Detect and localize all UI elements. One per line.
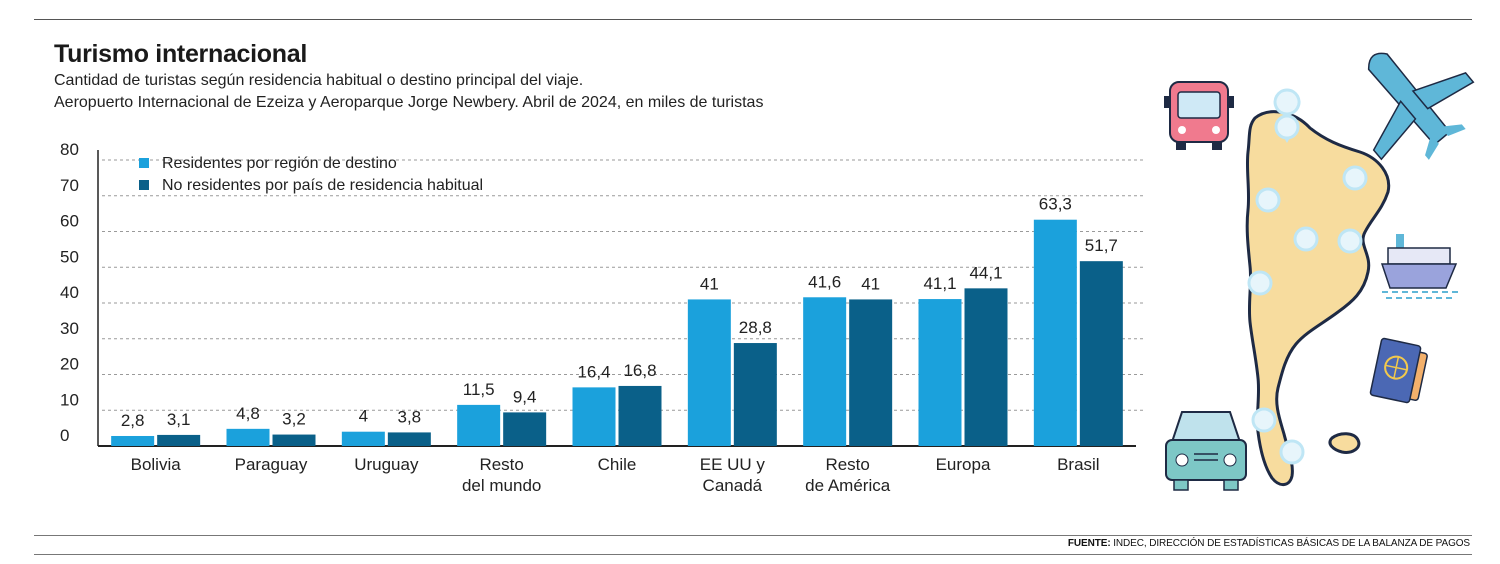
data-label: 44,1 [969, 263, 1002, 282]
y-tick-label: 50 [60, 247, 79, 266]
bar [803, 297, 847, 446]
bar [457, 404, 501, 446]
chart-subtitle: Cantidad de turistas según residencia ha… [54, 70, 763, 114]
data-label: 63,3 [1039, 195, 1072, 214]
bar [618, 385, 662, 446]
location-pin-icons [1247, 88, 1368, 465]
bar [918, 299, 962, 446]
bar [226, 428, 270, 446]
x-tick-label: Resto [479, 455, 523, 474]
x-tick-label: Resto [825, 455, 869, 474]
bar [1079, 261, 1123, 446]
x-tick-label: de América [805, 476, 891, 495]
bottom-rule-2 [34, 554, 1472, 555]
bar [849, 299, 893, 446]
subtitle-line-2: Aeropuerto Internacional de Ezeiza y Aer… [54, 94, 764, 111]
bar [272, 434, 316, 446]
airplane-icon [1367, 52, 1475, 161]
x-tick-label: EE UU y [700, 455, 766, 474]
source-label: FUENTE: [1067, 538, 1111, 549]
bar [503, 412, 547, 446]
legend-label: Residentes por región de destino [162, 155, 397, 172]
data-label: 28,8 [739, 318, 772, 337]
data-label: 16,4 [577, 362, 610, 381]
y-tick-label: 0 [60, 426, 69, 445]
top-rule [34, 19, 1472, 20]
bar [157, 434, 201, 446]
data-label: 41 [861, 274, 880, 293]
x-tick-label: Bolivia [131, 455, 182, 474]
data-label: 11,5 [463, 380, 495, 399]
source-text: INDEC, DIRECCIÓN DE ESTADÍSTICAS BÁSICAS… [1110, 538, 1470, 549]
data-label: 41 [700, 274, 719, 293]
source-note: FUENTE: INDEC, DIRECCIÓN DE ESTADÍSTICAS… [1068, 538, 1470, 549]
bar [1033, 219, 1077, 446]
car-icon [1165, 411, 1247, 491]
data-label: 2,8 [121, 411, 145, 430]
y-tick-label: 70 [60, 176, 79, 195]
data-label: 3,2 [282, 410, 306, 429]
chart-title: Turismo internacional [54, 40, 308, 68]
bar [111, 435, 155, 446]
passport-icon [1369, 337, 1428, 404]
data-label: 4 [359, 407, 368, 426]
y-tick-label: 40 [60, 283, 79, 302]
x-tick-label: Chile [598, 455, 637, 474]
legend-label: No residentes por país de residencia hab… [162, 177, 483, 194]
data-label: 41,1 [923, 274, 956, 293]
data-label: 16,8 [623, 361, 656, 380]
x-tick-label: Brasil [1057, 455, 1100, 474]
y-tick-label: 80 [60, 140, 79, 159]
bottom-rule [34, 535, 1472, 536]
argentina-map-icon [1245, 110, 1391, 486]
subtitle-line-1: Cantidad de turistas según residencia ha… [54, 72, 584, 89]
data-label: 9,4 [513, 387, 537, 406]
bar [572, 387, 616, 446]
data-label: 51,7 [1085, 236, 1118, 255]
tourism-illustration [1164, 52, 1475, 491]
bar [964, 288, 1008, 446]
y-tick-label: 10 [60, 390, 79, 409]
x-tick-label: Uruguay [354, 455, 419, 474]
legend-swatch [139, 158, 149, 168]
data-label: 41,6 [808, 272, 841, 291]
data-label: 3,8 [398, 407, 422, 426]
malvinas-icon [1328, 432, 1361, 454]
bar [687, 299, 731, 446]
y-tick-label: 30 [60, 319, 79, 338]
y-tick-label: 60 [60, 212, 79, 231]
x-tick-label: del mundo [462, 476, 541, 495]
bar [341, 431, 385, 446]
x-tick-label: Europa [936, 455, 991, 474]
x-tick-label: Paraguay [235, 455, 308, 474]
ship-icon [1380, 234, 1460, 299]
x-tick-label: Canadá [703, 476, 763, 495]
y-tick-label: 20 [60, 355, 79, 374]
bar [733, 343, 777, 446]
bus-icon [1164, 81, 1234, 150]
data-label: 4,8 [236, 404, 260, 423]
legend-swatch [139, 180, 149, 190]
data-label: 3,1 [167, 410, 191, 429]
bar [387, 432, 431, 446]
bar-chart: 0 10 20 30 40 50 60 70 80 2,8 3,1 Bolivia 4,8 3,2 Para… [60, 140, 1146, 495]
